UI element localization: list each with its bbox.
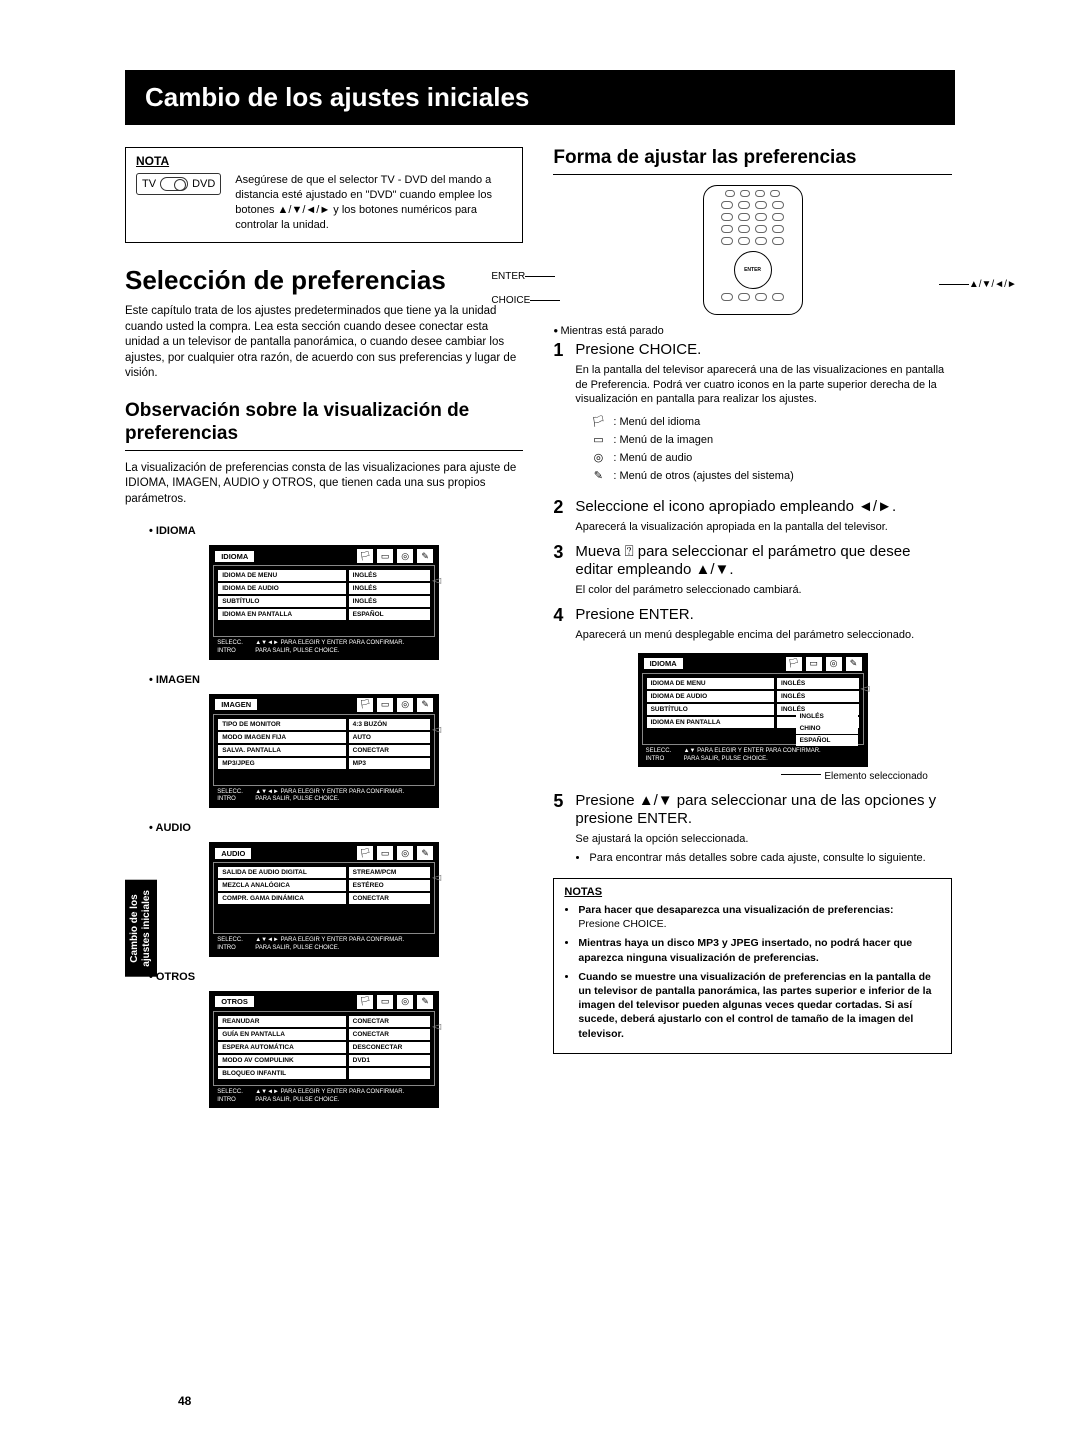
notas-title: NOTAS: [564, 886, 940, 898]
elem-label-text: Elemento seleccionado: [824, 771, 927, 782]
subsection-text: La visualización de preferencias consta …: [125, 461, 523, 508]
side-tab-line1: Cambio de los: [129, 894, 140, 962]
step-5: 5 Presione ▲/▼ para seleccionar una de l…: [553, 792, 951, 866]
icon-list-item: ✎: Menú de otros (ajustes del sistema): [591, 469, 951, 482]
enter-text: ENTER: [491, 271, 525, 282]
heading-rule: [553, 174, 951, 175]
remote-control: ENTER: [703, 185, 803, 315]
step-number: 4: [553, 606, 567, 643]
remote-label-arrows: ▲/▼/◄/►: [939, 279, 1017, 290]
step-2: 2 Seleccione el icono apropiado empleand…: [553, 498, 951, 535]
step-number: 3: [553, 543, 567, 598]
nota-item: Cuando se muestre una visualización de p…: [578, 970, 940, 1041]
step-text: En la pantalla del televisor aparecerá u…: [575, 363, 951, 408]
step-head: Presione ▲/▼ para seleccionar una de las…: [575, 792, 951, 828]
dvd-label: DVD: [192, 178, 215, 190]
nota-title: NOTA: [136, 154, 512, 168]
step-head: Presione CHOICE.: [575, 341, 951, 359]
step-1: 1 Presione CHOICE. En la pantalla del te…: [553, 341, 951, 491]
choice-text: CHOICE: [491, 295, 530, 306]
section-heading: Selección de preferencias: [125, 265, 523, 296]
side-tab-line2: ajustes iniciales: [141, 890, 152, 967]
step-text: Se ajustará la opción seleccionada. Para…: [575, 832, 951, 866]
step-text: Aparecerá la visualización apropiada en …: [575, 520, 951, 535]
menu-panel-imagen: IMAGEN🏳▭◎✎TIPO DE MONITOR4:3 BUZÓNMODO I…: [209, 694, 439, 809]
side-tab: Cambio de los ajustes iniciales: [125, 880, 157, 977]
page-title-bar: Cambio de los ajustes iniciales: [125, 70, 955, 125]
menu-panel-audio: AUDIO🏳▭◎✎SALIDA DE AUDIO DIGITALSTREAM/P…: [209, 842, 439, 957]
menu-label-imagen: IMAGEN: [149, 674, 523, 686]
step-head: Presione ENTER.: [575, 606, 951, 624]
page-number: 48: [178, 1394, 191, 1408]
notas-box: NOTAS Para hacer que desaparezca una vis…: [553, 878, 951, 1054]
tv-dvd-selector: TV DVD: [136, 173, 221, 195]
heading-rule: [125, 450, 523, 451]
intro-text: Este capítulo trata de los ajustes prede…: [125, 304, 523, 382]
remote-label-enter: ENTER: [491, 271, 555, 282]
menu-label-idioma: IDIOMA: [149, 525, 523, 537]
menu-panel-idioma: IDIOMA🏳▭◎✎IDIOMA DE MENUINGLÉSIDIOMA DE …: [209, 545, 439, 660]
nota-item: Mientras haya un disco MP3 y JPEG insert…: [578, 936, 940, 964]
icon-list-item: 🏳: Menú del idioma: [591, 415, 951, 428]
enter-ring-icon: ENTER: [734, 251, 772, 289]
nota-box: NOTA TV DVD Asegúrese de que el selector…: [125, 147, 523, 243]
remote-label-choice: CHOICE: [491, 295, 560, 306]
right-column: Forma de ajustar las preferencias ENTER …: [553, 147, 951, 1114]
menu-panel-otros: OTROS🏳▭◎✎REANUDARCONECTARGUÍA EN PANTALL…: [209, 991, 439, 1109]
step-text: El color del parámetro seleccionado camb…: [575, 583, 951, 598]
step-3: 3 Mueva ⍰ para seleccionar el parámetro …: [553, 543, 951, 598]
icon-list-item: ◎: Menú de audio: [591, 451, 951, 464]
step-number: 2: [553, 498, 567, 535]
remote-diagram: ENTER ENTER CHOICE ▲/▼/◄/►: [553, 185, 951, 315]
page: Cambio de los ajustes iniciales NOTA TV …: [0, 0, 1080, 1154]
step-5-bullet: Para encontrar más detalles sobre cada a…: [589, 851, 951, 866]
step-4: 4 Presione ENTER. Aparecerá un menú desp…: [553, 606, 951, 643]
step-text: Aparecerá un menú desplegable encima del…: [575, 628, 951, 643]
switch-icon: [160, 177, 188, 191]
arrows-text: ▲/▼/◄/►: [969, 279, 1017, 290]
columns: NOTA TV DVD Asegúrese de que el selector…: [125, 147, 955, 1114]
menu-label-otros: OTROS: [149, 971, 523, 983]
pre-step-text: Mientras está parado: [553, 325, 951, 337]
icon-list-item: ▭: Menú de la imagen: [591, 433, 951, 446]
step-number: 5: [553, 792, 567, 866]
step-head: Mueva ⍰ para seleccionar el parámetro qu…: [575, 543, 951, 579]
subsection-heading: Observación sobre la visualización de pr…: [125, 400, 523, 446]
menu-label-audio: AUDIO: [149, 822, 523, 834]
dropdown-menu-panel: IDIOMA🏳▭◎✎IDIOMA DE MENUINGLÉSIDIOMA DE …: [638, 653, 868, 768]
nota-item: Para hacer que desaparezca una visualiza…: [578, 903, 940, 931]
left-column: NOTA TV DVD Asegúrese de que el selector…: [125, 147, 523, 1114]
notas-list: Para hacer que desaparezca una visualiza…: [578, 903, 940, 1041]
step-head: Seleccione el icono apropiado empleando …: [575, 498, 951, 516]
step-number: 1: [553, 341, 567, 491]
right-heading: Forma de ajustar las preferencias: [553, 147, 951, 170]
tv-label: TV: [142, 178, 156, 190]
icon-list: 🏳: Menú del idioma ▭: Menú de la imagen ◎:…: [591, 415, 951, 482]
step-5-text: Se ajustará la opción seleccionada.: [575, 833, 748, 845]
nota-text: Asegúrese de que el selector TV - DVD de…: [235, 173, 512, 232]
element-selected-label: Elemento seleccionado: [553, 771, 927, 782]
